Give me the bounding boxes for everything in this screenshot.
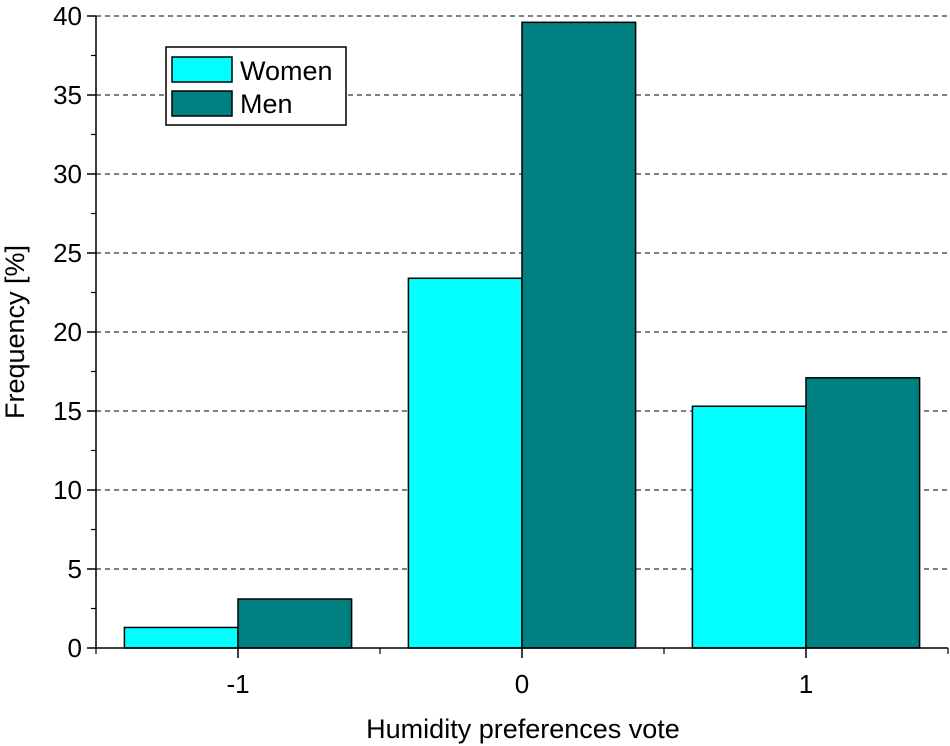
legend-label-women: Women [240,56,333,86]
y-tick-label: 10 [53,475,82,505]
y-tick-label: 40 [53,1,82,31]
y-tick-label: 25 [53,238,82,268]
y-tick-label: 30 [53,159,82,189]
legend: Women Men [165,46,347,126]
x-tick-label: 0 [515,669,529,699]
x-axis-title: Humidity preferences vote [366,714,680,744]
y-tick-label: 5 [68,554,82,584]
bar-women-1 [691,405,807,649]
y-tick-label: 0 [68,633,82,663]
y-tick-labels: 0 5 10 15 20 25 30 35 40 [53,1,82,663]
legend-swatch-men [171,90,233,117]
x-tick-label: -1 [226,669,249,699]
y-tick-label: 15 [53,396,82,426]
legend-label-men: Men [240,89,293,119]
y-axis-title: Frequency [%] [0,245,30,419]
x-tick-label: 1 [799,669,813,699]
bar-men-0 [521,21,637,649]
y-tick-label: 20 [53,317,82,347]
y-tick-label: 35 [53,80,82,110]
x-tick-labels: -1 0 1 [226,669,813,699]
bar-men-1 [805,377,921,649]
bar-women--1 [123,626,239,649]
bar-women-0 [407,277,523,649]
legend-swatch-women [171,56,233,83]
bar-men--1 [237,598,353,649]
axes [87,15,949,658]
